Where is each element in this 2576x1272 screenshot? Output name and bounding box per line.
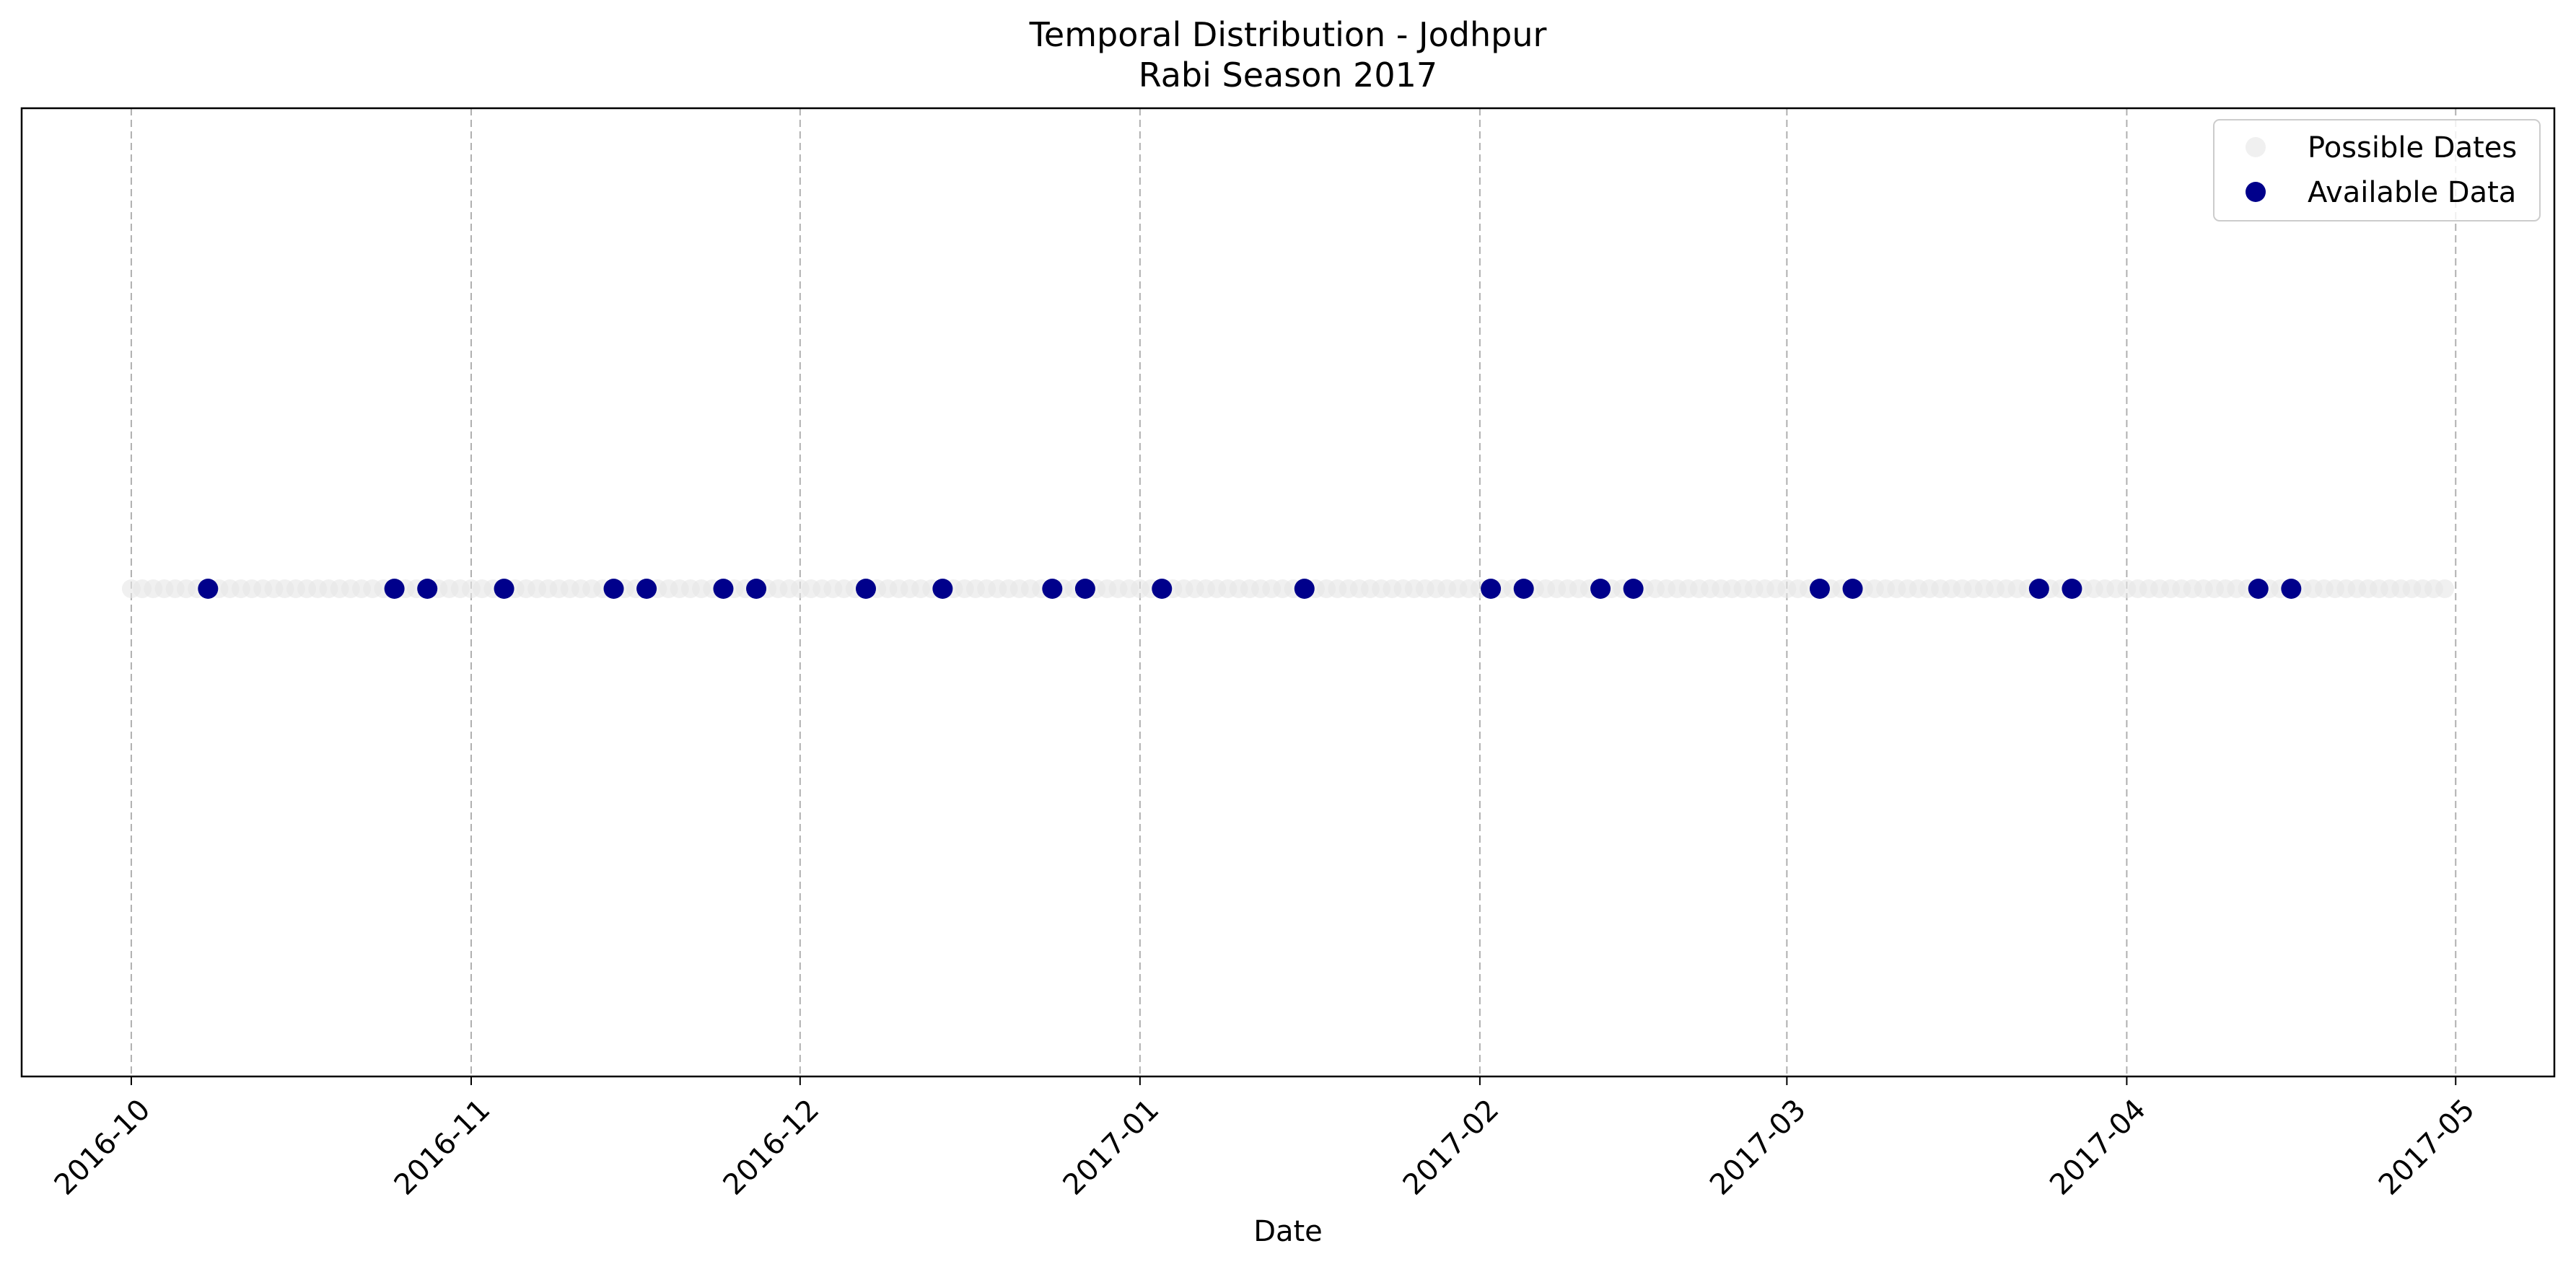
available-data-point xyxy=(713,579,734,599)
chart-title: Temporal Distribution - Jodhpur xyxy=(1029,15,1547,54)
legend-marker-available-data xyxy=(2246,182,2266,202)
available-data-point xyxy=(856,579,876,599)
available-data-point xyxy=(2281,579,2302,599)
plot-frame xyxy=(20,107,2556,1078)
available-data-point xyxy=(1042,579,1063,599)
available-data-point xyxy=(603,579,624,599)
available-data-point xyxy=(1074,579,1095,599)
possible-dates-series xyxy=(121,579,2455,598)
available-data-point xyxy=(1152,579,1173,599)
legend-box xyxy=(2213,119,2541,221)
chart-legend: Possible Dates Available Data xyxy=(2213,119,2541,221)
available-data-series xyxy=(198,579,2302,599)
available-data-point xyxy=(1294,579,1315,599)
available-data-point xyxy=(494,579,514,599)
available-data-point xyxy=(2062,579,2082,599)
available-data-point xyxy=(1809,579,1830,599)
available-data-point xyxy=(1842,579,1863,599)
available-data-point xyxy=(1513,579,1534,599)
available-data-point xyxy=(2248,579,2269,599)
legend-marker-possible-dates xyxy=(2246,137,2266,157)
x-axis-label: Date xyxy=(1253,1215,1323,1248)
available-data-point xyxy=(1481,579,1502,599)
available-data-point xyxy=(1590,579,1611,599)
available-data-point xyxy=(636,579,657,599)
legend-label-available-data: Available Data xyxy=(2308,176,2516,209)
available-data-point xyxy=(384,579,405,599)
legend-label-possible-dates: Possible Dates xyxy=(2308,131,2517,165)
available-data-point xyxy=(1623,579,1644,599)
available-data-point xyxy=(746,579,767,599)
chart-subtitle: Rabi Season 2017 xyxy=(1139,56,1437,95)
available-data-point xyxy=(2028,579,2049,599)
available-data-point xyxy=(198,579,219,599)
available-data-point xyxy=(417,579,438,599)
possible-date-point xyxy=(2435,579,2455,598)
available-data-point xyxy=(932,579,953,599)
